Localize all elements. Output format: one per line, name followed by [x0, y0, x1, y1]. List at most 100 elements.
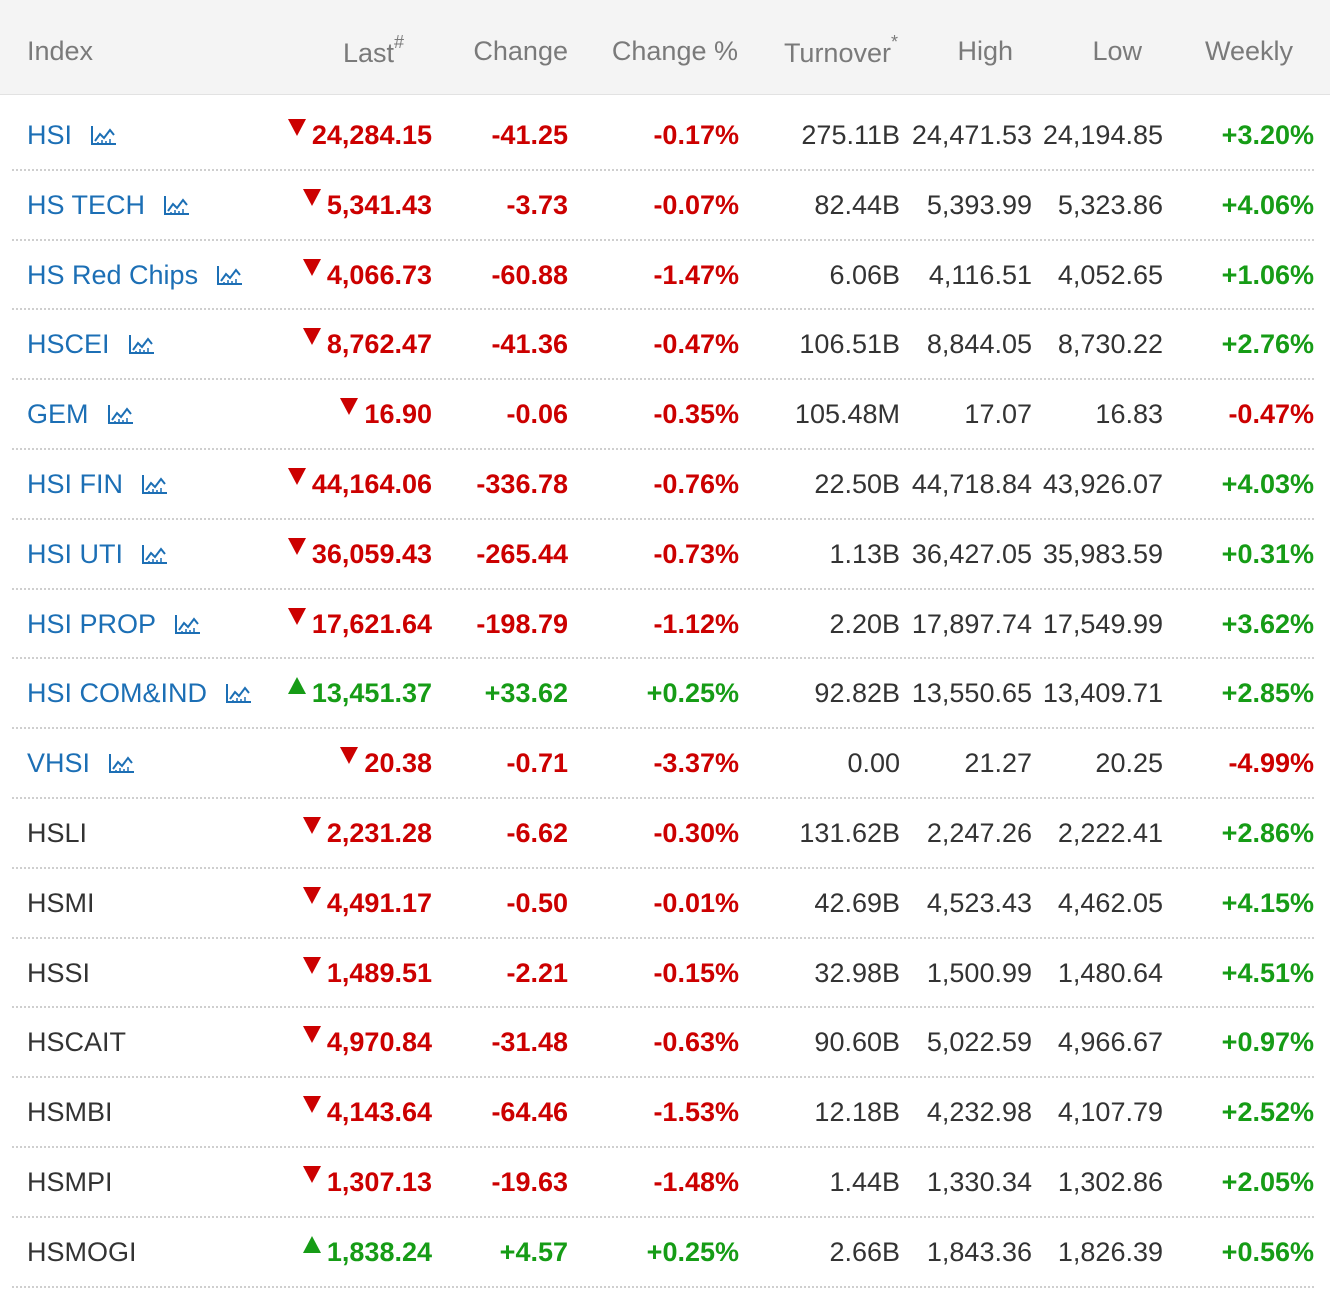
- index-name-cell: HSSI: [27, 958, 90, 988]
- header-weekly[interactable]: Weekly: [1204, 36, 1293, 66]
- index-name-cell: HSMOGI: [27, 1237, 137, 1267]
- arrow-down-icon: [287, 537, 306, 555]
- last-value: 24,284.15: [311, 120, 432, 150]
- index-name[interactable]: HSI COM&IND: [27, 678, 208, 709]
- turnover-value: 2.66B: [829, 1236, 900, 1267]
- change-value: -64.46: [491, 1097, 568, 1128]
- turnover-value: 6.06B: [829, 259, 900, 290]
- chart-icon[interactable]: [216, 263, 244, 287]
- header-low[interactable]: Low: [1092, 36, 1142, 66]
- header-turnover[interactable]: Turnover*: [784, 32, 898, 69]
- change-pct-value: -0.35%: [653, 399, 739, 430]
- change-pct-value: -1.47%: [653, 259, 739, 290]
- weekly-value: +0.97%: [1221, 1027, 1314, 1058]
- change-pct-value: -0.63%: [653, 1027, 739, 1058]
- index-name: HSMI: [27, 887, 95, 918]
- table-header: Index Last# Change Change % Turnover* Hi…: [0, 0, 1330, 95]
- last-price: 4,066.73: [302, 258, 432, 290]
- last-value: 13,451.37: [311, 678, 432, 709]
- low-value: 5,323.86: [1057, 189, 1163, 220]
- high-value: 36,427.05: [911, 538, 1032, 569]
- chart-icon[interactable]: [141, 542, 169, 566]
- turnover-value: 92.82B: [814, 678, 900, 709]
- change-value: -31.48: [491, 1027, 568, 1058]
- header-change[interactable]: Change: [473, 36, 568, 66]
- turnover-value: 131.62B: [799, 817, 900, 848]
- turnover-value: 1.44B: [829, 1166, 900, 1197]
- arrow-down-icon: [302, 816, 321, 834]
- change-pct-value: -0.17%: [653, 120, 739, 150]
- chart-icon[interactable]: [225, 681, 253, 705]
- arrow-down-icon: [302, 328, 321, 346]
- index-name-cell[interactable]: HS Red Chips: [27, 260, 244, 290]
- change-value: -0.50: [506, 887, 568, 918]
- chart-icon[interactable]: [128, 332, 156, 356]
- low-value: 24,194.85: [1042, 120, 1163, 150]
- last-value: 17,621.64: [311, 608, 432, 639]
- index-name[interactable]: HSI FIN: [27, 468, 124, 499]
- table-row: HSI FIN 44,164.06 -336.78 -0.76% 22.50B …: [12, 450, 1314, 520]
- index-name-cell[interactable]: HSCEI: [27, 329, 156, 359]
- change-pct-value: -0.76%: [653, 468, 739, 499]
- index-name-cell[interactable]: GEM: [27, 399, 135, 429]
- change-pct-value: -1.53%: [653, 1097, 739, 1128]
- index-name[interactable]: HS TECH: [27, 189, 146, 220]
- low-value: 4,966.67: [1057, 1027, 1163, 1058]
- index-name: HSLI: [27, 817, 88, 848]
- high-value: 4,523.43: [926, 887, 1032, 918]
- table-row: HSI 24,284.15 -41.25 -0.17% 275.11B 24,4…: [12, 101, 1314, 171]
- weekly-value: +3.62%: [1221, 608, 1314, 639]
- change-pct-value: -0.07%: [653, 189, 739, 220]
- index-name-cell[interactable]: HSI FIN: [27, 469, 169, 499]
- last-value: 16.90: [364, 399, 432, 430]
- high-value: 17,897.74: [911, 608, 1032, 639]
- index-name[interactable]: HS Red Chips: [27, 259, 199, 290]
- index-name[interactable]: HSCEI: [27, 329, 110, 360]
- turnover-value: 105.48M: [794, 399, 900, 430]
- weekly-value: +4.06%: [1221, 189, 1314, 220]
- index-name-cell[interactable]: HSI COM&IND: [27, 678, 253, 708]
- index-name[interactable]: GEM: [27, 399, 89, 430]
- index-name-cell[interactable]: HSI UTI: [27, 539, 169, 569]
- header-high[interactable]: High: [957, 36, 1013, 66]
- index-name-cell[interactable]: VHSI: [27, 748, 136, 778]
- header-last[interactable]: Last#: [343, 32, 404, 69]
- table-row: HSCEI 8,762.47 -41.36 -0.47% 106.51B 8,8…: [12, 310, 1314, 381]
- change-value: +33.62: [484, 678, 568, 709]
- index-name-cell[interactable]: HSI: [27, 120, 118, 150]
- change-value: -0.71: [506, 748, 568, 779]
- header-index[interactable]: Index: [27, 36, 94, 66]
- chart-icon[interactable]: [163, 193, 191, 217]
- header-change-pct[interactable]: Change %: [611, 36, 738, 66]
- chart-icon[interactable]: [141, 472, 169, 496]
- index-name-cell[interactable]: HSI PROP: [27, 609, 202, 639]
- header-turnover-footnote: *: [890, 32, 898, 52]
- chart-icon[interactable]: [107, 402, 135, 426]
- turnover-value: 1.13B: [829, 538, 900, 569]
- index-name[interactable]: HSI UTI: [27, 538, 124, 569]
- turnover-value: 22.50B: [814, 468, 900, 499]
- index-name: HSMPI: [27, 1166, 113, 1197]
- index-name: HSCAIT: [27, 1027, 127, 1058]
- chart-icon[interactable]: [108, 751, 136, 775]
- table-row: HSMPI 1,307.13 -19.63 -1.48% 1.44B 1,330…: [12, 1148, 1314, 1218]
- weekly-value: +0.56%: [1221, 1236, 1314, 1267]
- last-value: 36,059.43: [311, 538, 432, 569]
- turnover-value: 82.44B: [814, 189, 900, 220]
- index-name-cell[interactable]: HS TECH: [27, 190, 191, 220]
- last-price: 5,341.43: [302, 188, 432, 220]
- index-name[interactable]: HSI: [27, 120, 73, 150]
- chart-icon[interactable]: [174, 612, 202, 636]
- last-value: 20.38: [364, 748, 432, 779]
- change-value: -3.73: [506, 189, 568, 220]
- chart-icon[interactable]: [90, 123, 118, 147]
- last-price: 8,762.47: [302, 328, 432, 359]
- index-name[interactable]: VHSI: [27, 748, 91, 779]
- change-value: -41.36: [491, 329, 568, 360]
- weekly-value: +2.85%: [1221, 678, 1314, 709]
- table-row: GEM 16.90 -0.06 -0.35% 105.48M 17.07 16.…: [12, 380, 1314, 450]
- table-row: VHSI 20.38 -0.71 -3.37% 0.00 21.27 20.25…: [12, 729, 1314, 799]
- high-value: 17.07: [964, 399, 1032, 430]
- index-name[interactable]: HSI PROP: [27, 608, 157, 639]
- turnover-value: 275.11B: [801, 120, 900, 150]
